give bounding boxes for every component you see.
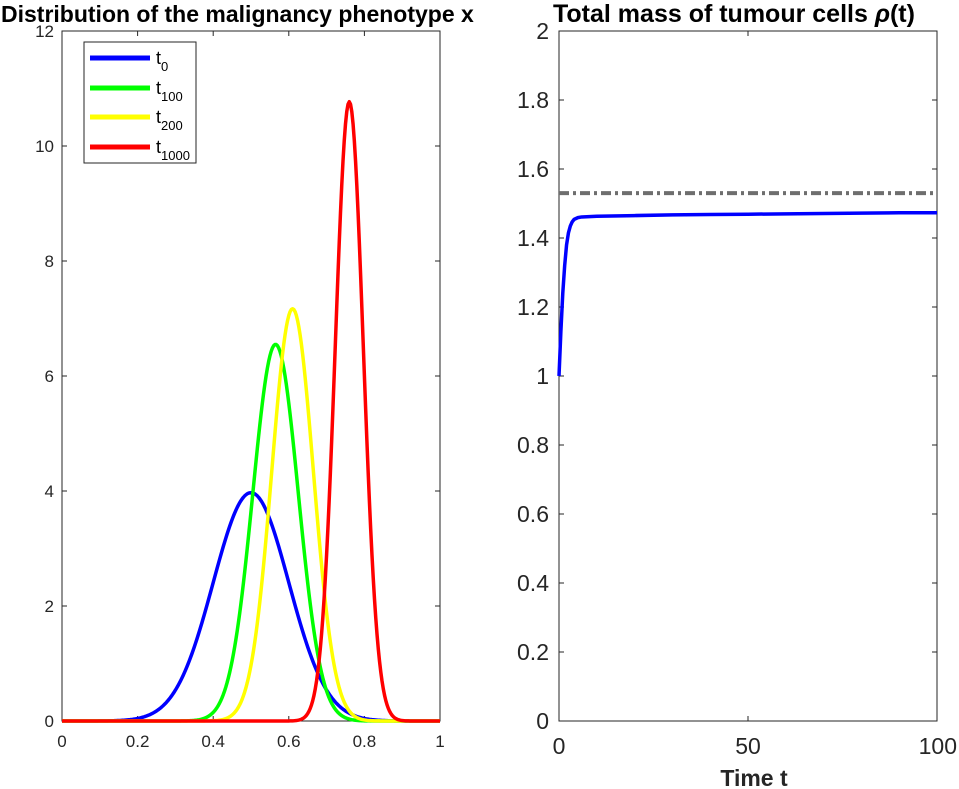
legend-label-t100: t100 — [156, 78, 183, 104]
right-y-tick-2: 2 — [536, 18, 549, 44]
right-y-tick-0: 0 — [536, 708, 549, 734]
left-x-tick-1: 1 — [435, 732, 444, 751]
right-panel: Total mass of tumour cells ρ(t) 0 50 10000… — [517, 0, 957, 789]
right-chart-title: Total mass of tumour cells ρ(t) — [553, 0, 915, 28]
right-title-symbol: ρ — [874, 0, 890, 28]
right-y-tick-1-6: 1.6 — [517, 156, 549, 182]
left-y-tick-6: 6 — [45, 367, 54, 386]
left-lines — [61, 99, 441, 723]
left-x-tick-0-2: 0.2 — [126, 732, 150, 751]
left-y-tick-10: 10 — [35, 137, 54, 156]
legend-label-sub: 100 — [161, 89, 183, 104]
left-chart-title: Distribution of the malignancy phenotype… — [1, 1, 474, 27]
right-y-tick-0-6: 0.6 — [517, 501, 549, 527]
legend-label-base: t — [156, 107, 161, 127]
left-y-tick-0: 0 — [45, 712, 54, 731]
rho-series-line — [557, 211, 937, 377]
legend-label-t200: t200 — [156, 107, 183, 133]
right-title-prefix: Total mass of tumour cells — [553, 0, 875, 28]
right-y-tick-1: 1 — [536, 363, 549, 389]
left-panel: Distribution of the malignancy phenotype… — [1, 1, 474, 751]
left-x-tick-0-8: 0.8 — [353, 732, 377, 751]
legend-entry-t100: t100 — [90, 78, 183, 104]
right-plot-frame — [558, 30, 938, 722]
right-x-axis-label: Time t — [720, 765, 788, 789]
left-x-tick-0-4: 0.4 — [201, 732, 225, 751]
legend-label-sub: 0 — [161, 59, 168, 74]
right-ticks: 0 50 100 0 0.2 0.4 0.6 0.8 1 1.2 1.4 1.6 1.8 2 — [517, 18, 957, 759]
left-y-tick-2: 2 — [45, 597, 54, 616]
right-y-tick-1-8: 1.8 — [517, 87, 549, 113]
legend-label-t0: t0 — [156, 48, 168, 74]
legend-entry-t200: t200 — [90, 107, 183, 133]
right-x-tick-0: 0 — [553, 733, 566, 759]
right-y-tick-0-2: 0.2 — [517, 639, 549, 665]
legend-label-sub: 1000 — [161, 148, 190, 163]
left-y-tick-4: 4 — [45, 482, 54, 501]
legend-entry-t0: t0 — [90, 48, 168, 74]
right-x-tick-100: 100 — [919, 733, 957, 759]
left-y-tick-8: 8 — [45, 252, 54, 271]
left-x-tick-0-6: 0.6 — [277, 732, 301, 751]
legend-label-sub: 200 — [161, 118, 183, 133]
left-y-tick-12: 12 — [35, 22, 54, 41]
legend-label-base: t — [156, 78, 161, 98]
right-y-tick-0-4: 0.4 — [517, 570, 549, 596]
right-title-suffix: (t) — [890, 0, 915, 28]
legend-label-base: t — [156, 137, 161, 157]
series-line-t1000 — [61, 99, 441, 723]
right-y-tick-0-8: 0.8 — [517, 432, 549, 458]
left-x-tick-0: 0 — [57, 732, 66, 751]
right-lines — [557, 191, 937, 377]
legend-label-t1000: t1000 — [156, 137, 190, 163]
right-y-tick-1-4: 1.4 — [517, 225, 549, 251]
legend-entry-t1000: t1000 — [90, 137, 190, 163]
legend-label-base: t — [156, 48, 161, 68]
right-x-tick-50: 50 — [735, 733, 761, 759]
legend-box — [83, 41, 197, 164]
right-y-tick-1-2: 1.2 — [517, 294, 549, 320]
legend: t0 t100 t200 t1000 — [83, 41, 197, 164]
